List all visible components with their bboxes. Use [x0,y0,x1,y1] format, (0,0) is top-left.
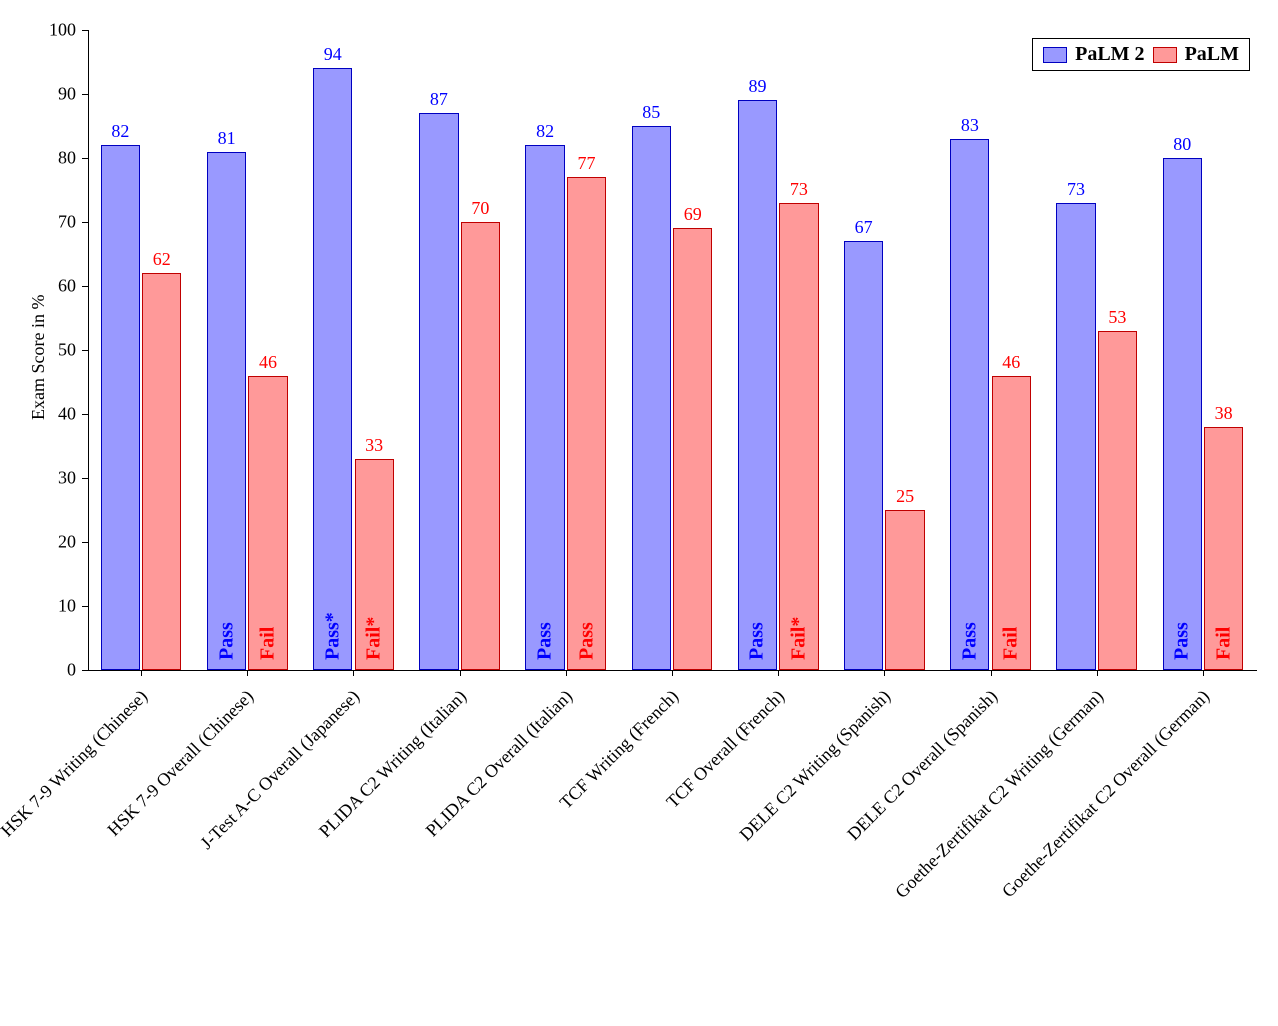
x-tick [247,670,248,676]
y-tick-label: 80 [46,148,76,169]
y-tick [82,670,88,671]
bar-value-label: 53 [1108,307,1126,328]
bar-value-label: 25 [896,486,914,507]
bar-annotation: Pass [958,622,981,660]
bar-annotation: Pass* [321,612,344,660]
x-tick [566,670,567,676]
bar [567,177,606,670]
y-tick [82,222,88,223]
bar [142,273,181,670]
y-tick [82,478,88,479]
bar [1098,331,1137,670]
bar [844,241,883,670]
bar-value-label: 85 [642,102,660,123]
bar-annotation: Fail [1212,627,1235,660]
bar-value-label: 46 [1002,352,1020,373]
bar-value-label: 69 [684,204,702,225]
bar [1056,203,1095,670]
bar [207,152,246,670]
legend-swatch [1043,47,1067,63]
bar-value-label: 33 [365,435,383,456]
bar-annotation: Pass [746,622,769,660]
y-tick-label: 20 [46,532,76,553]
bar-value-label: 87 [430,89,448,110]
legend-label: PaLM 2 [1075,43,1144,66]
x-tick [353,670,354,676]
y-tick [82,286,88,287]
x-tick-label: TCF Overall (French) [662,686,789,813]
x-tick [460,670,461,676]
bar-value-label: 73 [790,179,808,200]
bar [673,228,712,670]
bar-value-label: 83 [961,115,979,136]
bar-value-label: 94 [324,44,342,65]
bar [461,222,500,670]
y-tick-label: 30 [46,468,76,489]
x-tick [141,670,142,676]
x-tick [884,670,885,676]
bar [779,203,818,670]
bar [1163,158,1202,670]
bar [885,510,924,670]
y-tick [82,542,88,543]
bar [632,126,671,670]
bar-value-label: 80 [1173,134,1191,155]
bar-value-label: 38 [1215,403,1233,424]
x-tick [1203,670,1204,676]
y-tick-label: 100 [46,20,76,41]
bar-annotation: Fail* [363,617,386,660]
bar-value-label: 67 [855,217,873,238]
chart-container: 0102030405060708090100Exam Score in %HSK… [0,0,1278,1026]
y-tick-label: 10 [46,596,76,617]
bar-value-label: 77 [578,153,596,174]
bar-annotation: Pass [534,622,557,660]
x-tick [991,670,992,676]
x-tick-label: TCF Writing (French) [556,686,683,813]
bar-annotation: Fail [256,627,279,660]
y-tick [82,414,88,415]
bar-value-label: 82 [536,121,554,142]
x-tick-label: Goethe-Zertifikat C2 Writing (German) [891,686,1108,903]
x-tick-label: Goethe-Zertifikat C2 Overall (German) [998,686,1214,902]
y-axis-title: Exam Score in % [28,295,49,420]
bar-annotation: Fail* [787,617,810,660]
y-tick [82,158,88,159]
y-tick [82,30,88,31]
legend-swatch [1153,47,1177,63]
bar-annotation: Pass [575,622,598,660]
bar-value-label: 73 [1067,179,1085,200]
x-tick [778,670,779,676]
bar [419,113,458,670]
bar-value-label: 81 [218,128,236,149]
y-tick-label: 60 [46,276,76,297]
bar-value-label: 70 [471,198,489,219]
y-tick-label: 40 [46,404,76,425]
legend-label: PaLM [1185,43,1239,66]
x-tick [672,670,673,676]
bar-value-label: 89 [748,76,766,97]
x-tick [1097,670,1098,676]
bar-annotation: Fail [1000,627,1023,660]
bar [738,100,777,670]
y-tick-label: 50 [46,340,76,361]
y-tick [82,350,88,351]
y-tick [82,606,88,607]
bar-annotation: Pass [1171,622,1194,660]
bar [525,145,564,670]
y-tick-label: 90 [46,84,76,105]
legend: PaLM 2 PaLM [1032,38,1250,71]
bar-annotation: Pass [215,622,238,660]
bar-value-label: 62 [153,249,171,270]
y-tick-label: 0 [46,660,76,681]
bar [950,139,989,670]
bar [313,68,352,670]
bar-value-label: 82 [111,121,129,142]
bar [101,145,140,670]
bar-value-label: 46 [259,352,277,373]
y-tick [82,94,88,95]
y-tick-label: 70 [46,212,76,233]
